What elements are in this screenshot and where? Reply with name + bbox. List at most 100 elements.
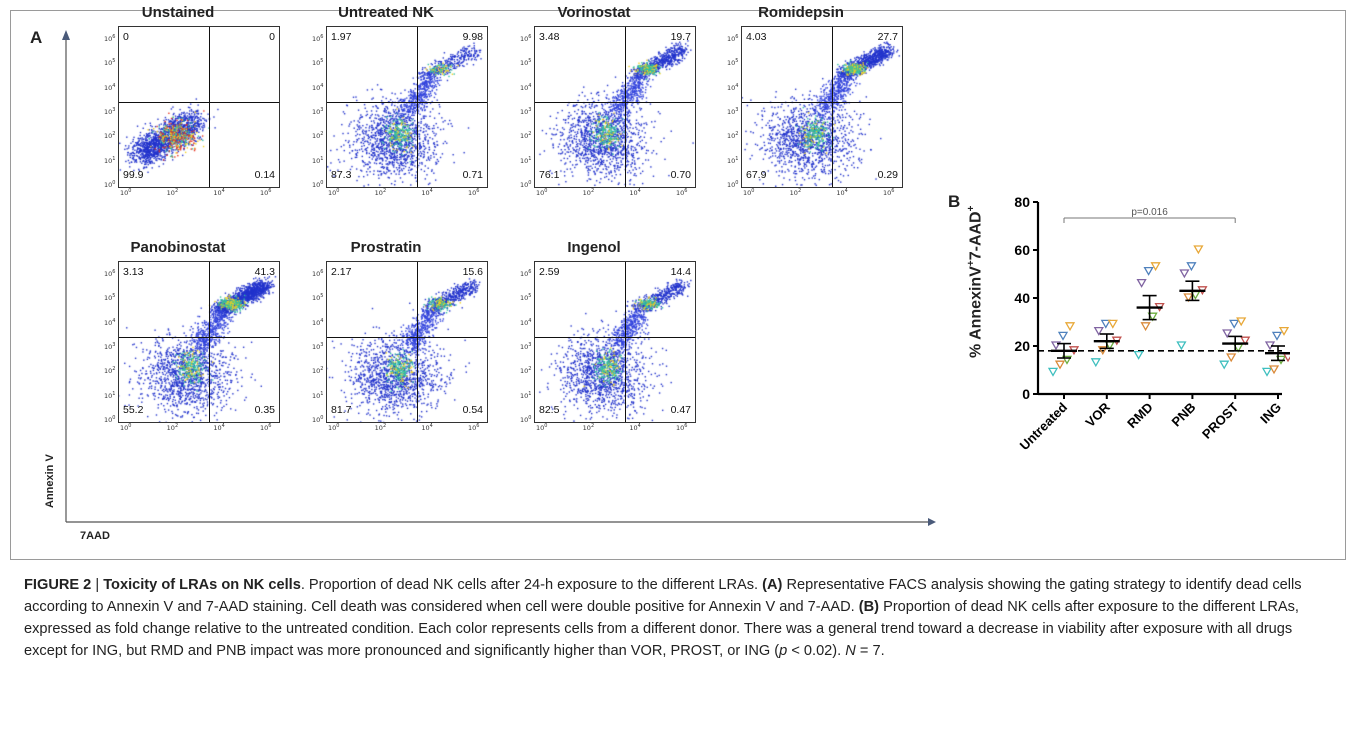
data-point bbox=[1047, 367, 1059, 377]
facs-quadrant-ll: 82.5 bbox=[539, 404, 560, 416]
facs-y-tick: 105 bbox=[104, 58, 116, 68]
facs-y-tick: 104 bbox=[727, 82, 739, 92]
facs-x-tick: 102 bbox=[374, 423, 387, 433]
data-point bbox=[1176, 341, 1187, 351]
facs-x-tick: 100 bbox=[743, 188, 755, 198]
facs-y-tick: 106 bbox=[104, 34, 116, 44]
facs-x-tick: 106 bbox=[260, 188, 272, 198]
facs-y-tick: 102 bbox=[312, 131, 324, 141]
facs-quadrant-lr: 0.35 bbox=[254, 404, 275, 416]
facs-event-cloud bbox=[535, 27, 695, 187]
data-point bbox=[1193, 245, 1204, 255]
data-point bbox=[1093, 326, 1104, 336]
facs-y-tick: 104 bbox=[312, 317, 324, 327]
facs-y-tick: 100 bbox=[104, 180, 116, 190]
facs-gate-vertical bbox=[624, 262, 626, 422]
y-tick-label: 0 bbox=[1022, 386, 1030, 402]
facs-gate-horizontal bbox=[119, 102, 279, 104]
facs-y-tick: 105 bbox=[104, 293, 116, 303]
caption-line1: . Proportion of dead NK cells after 24-h… bbox=[300, 577, 763, 593]
facs-quadrant-ul: 0 bbox=[123, 31, 129, 43]
facs-gate-vertical bbox=[416, 262, 418, 422]
facs-y-tick: 103 bbox=[312, 107, 324, 117]
facs-quadrant-ur: 0 bbox=[269, 31, 275, 43]
facs-y-tick: 104 bbox=[520, 82, 532, 92]
data-point bbox=[1140, 322, 1151, 332]
facs-gate-vertical bbox=[208, 262, 210, 422]
facs-quadrant-lr: 0.70 bbox=[670, 169, 691, 181]
facs-gate-vertical bbox=[831, 27, 833, 187]
facs-y-tick: 101 bbox=[104, 155, 116, 165]
facs-quadrant-ll: 87.3 bbox=[331, 169, 352, 181]
facs-y-tick: 101 bbox=[520, 155, 532, 165]
panel-a-axes bbox=[62, 30, 936, 526]
facs-y-tick: 102 bbox=[520, 131, 532, 141]
caption-p: p bbox=[779, 643, 788, 659]
facs-y-tick: 102 bbox=[312, 366, 324, 376]
data-point bbox=[1133, 350, 1144, 360]
significance-label: p=0.016 bbox=[1131, 207, 1168, 218]
caption-b-text: Proportion of dead NK cells after exposu… bbox=[24, 599, 1299, 659]
facs-plot-title: Romidepsin bbox=[758, 4, 844, 21]
data-point bbox=[1054, 360, 1066, 370]
x-tick-label: PROST bbox=[1199, 399, 1241, 441]
x-tick-label: RMD bbox=[1124, 400, 1156, 432]
facs-quadrant-ur: 27.7 bbox=[877, 31, 898, 43]
facs-gate-horizontal bbox=[535, 102, 695, 104]
y-axis-label-annexin: Annexin V bbox=[44, 454, 56, 508]
facs-x-tick: 104 bbox=[836, 188, 848, 198]
facs-x-tick: 106 bbox=[676, 188, 688, 198]
x-tick-label: Untreated bbox=[1017, 399, 1071, 453]
facs-event-cloud bbox=[535, 262, 695, 422]
facs-y-tick: 103 bbox=[104, 107, 116, 117]
caption-fig-label: FIGURE 2 bbox=[24, 577, 92, 593]
facs-y-tick: 105 bbox=[312, 293, 324, 303]
facs-plot-title: Ingenol bbox=[567, 239, 621, 256]
facs-y-tick: 101 bbox=[312, 155, 324, 165]
facs-x-tick: 104 bbox=[629, 188, 641, 198]
facs-x-tick: 104 bbox=[421, 423, 433, 433]
data-point bbox=[1064, 322, 1076, 332]
facs-gate-vertical bbox=[208, 27, 210, 187]
data-point bbox=[1150, 262, 1161, 272]
facs-y-tick: 100 bbox=[312, 415, 324, 425]
facs-y-tick: 103 bbox=[520, 107, 532, 117]
facs-y-tick: 104 bbox=[312, 82, 324, 92]
facs-x-tick: 102 bbox=[166, 423, 179, 433]
figure-frame bbox=[10, 10, 1346, 560]
data-point bbox=[1229, 319, 1240, 329]
facs-quadrant-ll: 99.9 bbox=[123, 169, 144, 181]
facs-quadrant-ul: 1.97 bbox=[331, 31, 352, 43]
facs-quadrant-lr: 0.71 bbox=[462, 169, 483, 181]
data-point bbox=[1183, 293, 1194, 303]
facs-y-tick: 106 bbox=[312, 269, 324, 279]
facs-x-tick: 106 bbox=[468, 423, 480, 433]
facs-y-tick: 104 bbox=[104, 317, 116, 327]
facs-quadrant-ur: 41.3 bbox=[254, 266, 275, 278]
facs-x-tick: 104 bbox=[213, 188, 225, 198]
caption-a-tag: (A) bbox=[762, 577, 783, 593]
facs-quadrant-lr: 0.14 bbox=[254, 169, 275, 181]
facs-event-cloud bbox=[119, 27, 279, 187]
facs-gate-horizontal bbox=[119, 337, 279, 339]
facs-gate-vertical bbox=[624, 27, 626, 187]
facs-x-tick: 100 bbox=[328, 423, 340, 433]
facs-y-tick: 106 bbox=[520, 269, 532, 279]
data-point bbox=[1240, 336, 1251, 346]
facs-y-tick: 103 bbox=[104, 342, 116, 352]
data-point bbox=[1143, 266, 1154, 276]
facs-x-tick: 102 bbox=[374, 188, 387, 198]
facs-y-tick: 104 bbox=[520, 317, 532, 327]
facs-y-tick: 100 bbox=[520, 415, 532, 425]
caption-p-val: < 0.02). bbox=[787, 643, 846, 659]
panel-b-letter: B bbox=[948, 192, 961, 211]
scatter-chart: 0 20 40 60 80 Untreated VOR RMD PNB PROST ING p=0.0… bbox=[1014, 194, 1290, 453]
data-point bbox=[1147, 312, 1158, 322]
facs-quadrant-ll: 67.9 bbox=[746, 169, 767, 181]
facs-y-tick: 105 bbox=[520, 293, 532, 303]
facs-y-tick: 100 bbox=[104, 415, 116, 425]
x-tick-label: ING bbox=[1257, 400, 1284, 427]
data-point bbox=[1179, 269, 1190, 279]
caption-n: N bbox=[845, 643, 856, 659]
facs-quadrant-ur: 15.6 bbox=[462, 266, 483, 278]
